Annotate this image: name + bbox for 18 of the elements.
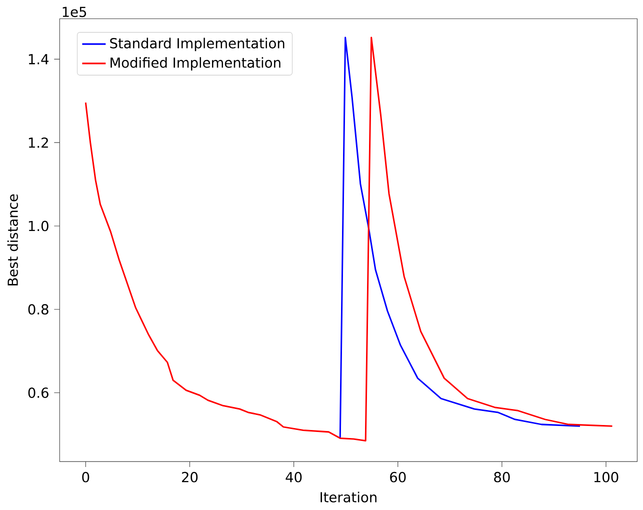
y-tick-label: 0.6 [28,388,48,398]
line-series [339,36,581,440]
x-tick-label: 40 [286,472,302,482]
y-axis-title: Best distance [7,194,18,286]
legend-label: Modified Implementation [110,57,280,71]
legend-label: Standard Implementation [110,38,284,52]
x-tick-label: 80 [494,472,510,482]
x-axis-title: Iteration [320,492,376,503]
x-tick-label: 0 [82,472,90,482]
y-tick-label: 1.4 [28,54,49,64]
y-tick-label: 1.0 [28,220,48,232]
x-tick-label: 100 [594,472,618,482]
y-tick-label: 1.2 [28,138,48,148]
text: 1e5 [62,7,86,18]
x-tick-label: 20 [182,472,198,482]
y-tick-label: 0.8 [28,304,48,315]
x-tick-label: 60 [390,472,406,482]
line-series [84,36,614,442]
